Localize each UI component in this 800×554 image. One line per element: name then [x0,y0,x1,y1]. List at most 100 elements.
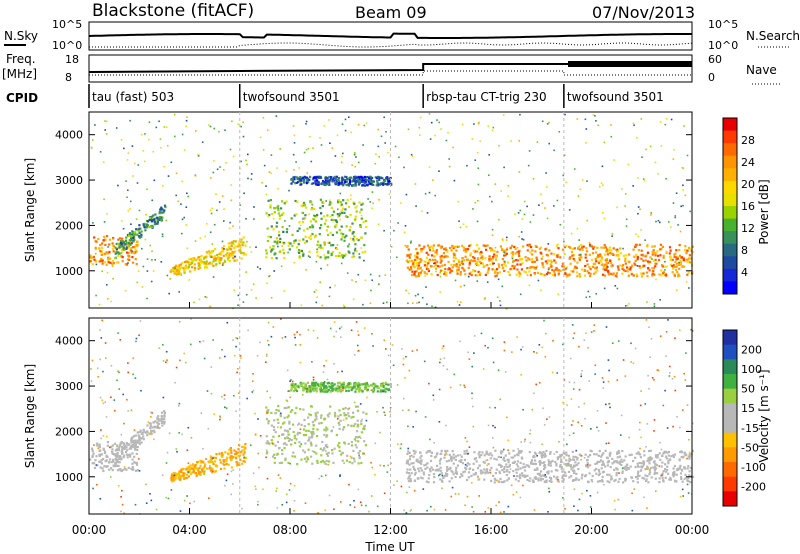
heatmap-cell [530,246,533,249]
heatmap-cell [123,447,126,450]
heatmap-cell [288,433,291,436]
heatmap-cell [170,474,174,477]
heatmap-cell [580,244,583,247]
heatmap-cell [281,452,284,456]
heatmap-cell [662,254,665,257]
heatmap-cell [533,351,535,353]
heatmap-cell [235,452,238,455]
heatmap-cell [616,287,619,290]
heatmap-cell [210,392,213,395]
heatmap-cell [356,383,359,386]
heatmap-cell [140,437,143,440]
heatmap-cell [601,475,604,478]
heatmap-cell [453,246,456,249]
heatmap-cell [267,321,270,324]
heatmap-cell [592,272,596,275]
heatmap-cell [563,246,566,249]
heatmap-cell [124,290,127,292]
sky-tick-top: 10^5 [52,18,82,31]
heatmap-cell [572,420,574,422]
heatmap-cell [121,452,124,455]
heatmap-cell [295,406,298,409]
heatmap-cell [679,426,681,429]
heatmap-cell [654,254,657,257]
heatmap-cell [553,475,556,478]
heatmap-cell [321,246,324,249]
heatmap-cell [212,457,214,459]
heatmap-cell [124,444,127,448]
heatmap-cell [600,182,603,185]
heatmap-cell [208,497,210,499]
heatmap-cell [235,410,237,412]
heatmap-cell [362,144,364,146]
heatmap-cell [237,304,239,306]
heatmap-cell [131,468,134,471]
heatmap-cell [414,471,417,474]
heatmap-cell [443,248,446,251]
heatmap-cell [125,246,128,249]
heatmap-cell [354,422,357,426]
heatmap-cell [377,184,380,187]
heatmap-cell [222,262,225,265]
heatmap-cell [364,444,367,447]
heatmap-cell [526,249,529,252]
heatmap-cell [244,456,247,459]
heatmap-cell [242,236,245,239]
heatmap-cell [584,453,587,456]
heatmap-cell [548,460,551,464]
heatmap-cell [407,302,409,305]
heatmap-cell [186,260,189,263]
heatmap-cell [309,387,312,390]
heatmap-cell [495,274,498,277]
heatmap-cell [641,156,643,158]
heatmap-cell [487,507,490,509]
heatmap-cell [308,388,311,391]
heatmap-cell [140,233,143,236]
heatmap-cell [144,160,146,163]
heatmap-cell [621,460,624,463]
heatmap-cell [362,303,364,306]
heatmap-cell [589,268,592,271]
heatmap-cell [331,385,334,388]
heatmap-cell [417,272,421,275]
heatmap-cell [262,149,265,151]
heatmap-cell [183,216,185,219]
heatmap-cell [328,412,331,415]
heatmap-cell [503,254,506,257]
heatmap-cell [495,255,498,259]
heatmap-cell [117,464,120,467]
heatmap-cell [519,461,522,464]
heatmap-cell [199,464,202,467]
heatmap-cell [163,411,166,414]
heatmap-cell [592,114,595,116]
heatmap-cell [273,253,276,256]
heatmap-cell [562,343,564,346]
heatmap-cell [446,468,449,471]
heatmap-cell [100,250,103,253]
heatmap-cell [538,473,541,476]
heatmap-cell [631,492,633,495]
heatmap-cell [357,330,359,333]
heatmap-cell [315,435,319,438]
heatmap-cell [311,430,315,433]
heatmap-cell [246,163,248,166]
heatmap-cell [132,357,135,359]
heatmap-cell [326,225,329,228]
heatmap-cell [516,259,519,262]
heatmap-cell [506,416,508,419]
heatmap-cell [132,175,134,177]
heatmap-cell [265,212,268,215]
heatmap-cell [135,461,138,465]
heatmap-cell [156,424,159,428]
heatmap-cell [438,421,441,423]
heatmap-cell [507,449,509,451]
heatmap-cell [221,348,223,351]
heatmap-cell [573,254,576,257]
heatmap-cell [109,446,111,449]
heatmap-cell [225,407,228,409]
heatmap-cell [209,469,212,472]
heatmap-cell [498,480,501,483]
heatmap-cell [257,418,259,420]
heatmap-cell [366,179,369,182]
heatmap-cell [102,458,105,461]
